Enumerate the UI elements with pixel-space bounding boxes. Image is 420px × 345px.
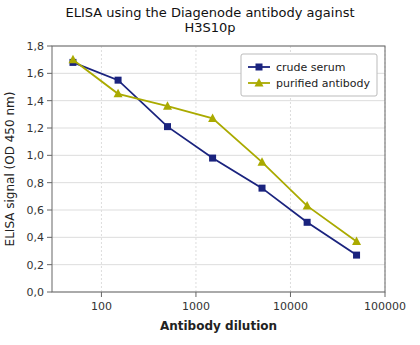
x-tick-label: 100000 — [364, 300, 406, 313]
y-tick-label: 0,2 — [27, 259, 45, 272]
legend-box — [241, 54, 377, 96]
y-tick-label: 1,8 — [27, 40, 45, 53]
x-tick — [101, 292, 102, 297]
y-tick — [47, 128, 52, 129]
y-tick — [47, 100, 52, 101]
point — [304, 219, 311, 226]
point — [352, 236, 361, 245]
y-axis-label: ELISA signal (OD 450 nm) — [3, 92, 17, 247]
y-tick-label: 1,4 — [27, 95, 45, 108]
x-tick-label: 10000 — [273, 300, 308, 313]
y-tick-label: 0,8 — [27, 177, 45, 190]
point — [303, 201, 312, 210]
point — [258, 157, 267, 166]
point — [353, 252, 360, 259]
y-tick — [47, 182, 52, 183]
grid-line — [52, 128, 385, 129]
y-tick-label: 1,2 — [27, 122, 45, 135]
x-tick — [195, 292, 196, 297]
grid-line — [52, 100, 385, 101]
point — [259, 185, 266, 192]
y-tick-label: 0,0 — [27, 286, 45, 299]
legend: crude serum purified antibody — [241, 54, 377, 96]
y-tick — [47, 237, 52, 238]
title: ELISA using the Diagenode antibody again… — [65, 5, 354, 35]
y-tick — [47, 210, 52, 211]
plot-area — [52, 46, 385, 292]
grid-line — [52, 264, 385, 265]
y-tick — [47, 73, 52, 74]
point — [115, 77, 122, 84]
grid-line — [52, 210, 385, 211]
legend-label: crude serum — [276, 61, 346, 74]
title-line: ELISA using the Diagenode antibody again… — [65, 5, 354, 20]
x-tick — [290, 292, 291, 297]
grid-line — [52, 182, 385, 183]
point — [163, 101, 172, 110]
y-tick-label: 1,0 — [27, 149, 45, 162]
legend-item: purified antibody — [248, 77, 370, 90]
legend-item: crude serum — [248, 61, 346, 74]
legend-label: purified antibody — [276, 77, 370, 90]
point — [114, 89, 123, 98]
point — [208, 113, 217, 122]
y-tick — [47, 46, 52, 47]
x-tick — [385, 292, 386, 297]
legend-marker — [256, 64, 263, 71]
point — [68, 55, 77, 64]
x-tick-label: 100 — [91, 300, 112, 313]
axes: 100 1000 10000 100000 0,0 0,2 0,4 0,6 0,8 1,0 1,2 1… — [27, 40, 407, 313]
y-tick — [47, 264, 52, 265]
grid-line — [52, 237, 385, 238]
point — [209, 155, 216, 162]
y-tick-label: 0,4 — [27, 231, 45, 244]
legend-marker — [255, 78, 264, 87]
grid-line — [195, 46, 196, 292]
x-axis-label: Antibody dilution — [160, 319, 277, 333]
grid-line — [101, 46, 102, 292]
title-line: H3S10p — [184, 20, 235, 35]
y-tick — [47, 292, 52, 293]
plot-frame — [52, 46, 385, 292]
chart: 100 1000 10000 100000 0,0 0,2 0,4 0,6 0,8 1,0 1,2 1… — [0, 0, 420, 345]
x-tick-label: 1000 — [182, 300, 210, 313]
point — [164, 123, 171, 130]
y-tick — [47, 155, 52, 156]
y-tick-label: 1,6 — [27, 67, 45, 80]
y-tick-label: 0,6 — [27, 204, 45, 217]
grid — [52, 46, 385, 292]
grid-line — [52, 155, 385, 156]
